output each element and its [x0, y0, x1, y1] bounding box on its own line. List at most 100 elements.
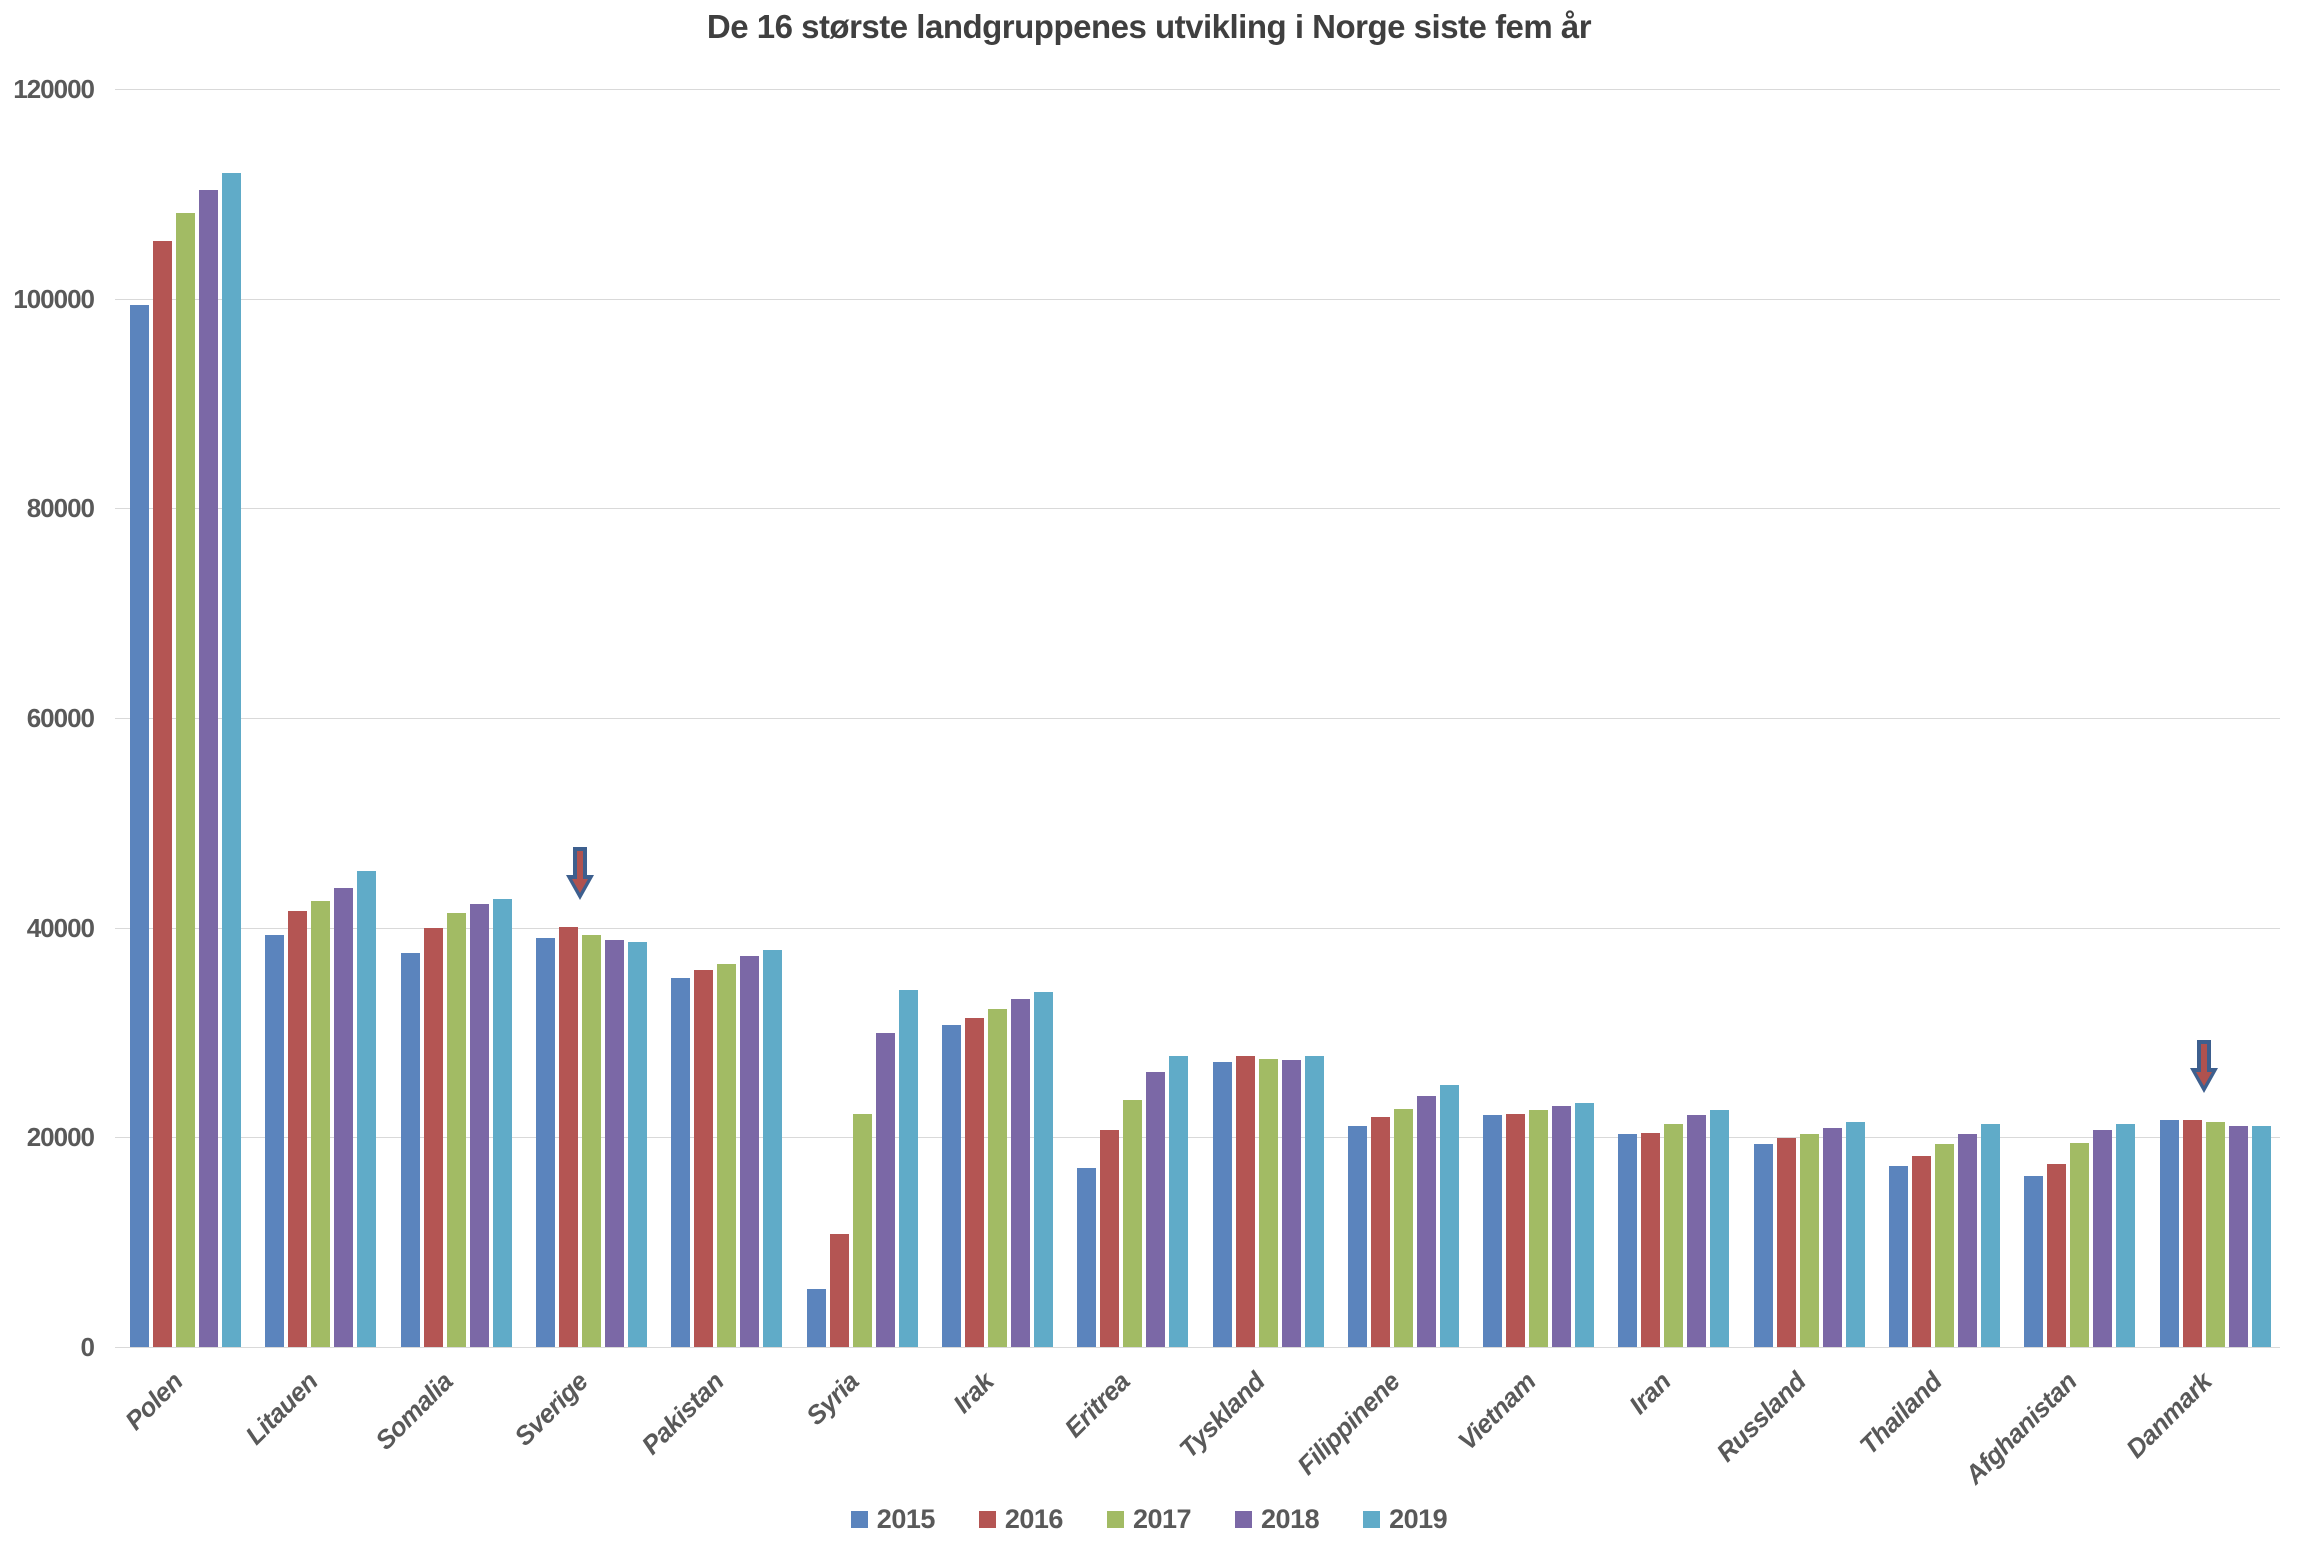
bar-group-sverige [521, 89, 656, 1347]
y-axis-tick-label: 120000 [13, 74, 95, 104]
bar-tyskland-2015 [1212, 1061, 1232, 1347]
legend: 2015 2016 2017 2018 2019 [0, 1506, 2298, 1533]
bar-group-afghanistan [2009, 89, 2144, 1347]
bar-vietnam-2017 [1529, 1110, 1549, 1347]
chart-title: De 16 største landgruppenes utvikling i … [706, 8, 1592, 45]
bar-thailand-2016 [1912, 1156, 1932, 1347]
bar-irak-2016 [964, 1017, 984, 1347]
bar-thailand-2018 [1958, 1134, 1978, 1347]
bar-afghanistan-2016 [2047, 1163, 2067, 1347]
plot-area [115, 89, 2280, 1348]
bar-iran-2016 [1641, 1133, 1661, 1347]
bar-sverige-2016 [558, 926, 578, 1347]
bar-filippinene-2018 [1416, 1096, 1436, 1347]
bar-sverige-2015 [535, 938, 555, 1347]
bar-group-polen [115, 89, 250, 1347]
bar-group-filippinene [1333, 89, 1468, 1347]
bar-thailand-2017 [1935, 1143, 1955, 1347]
bar-group-pakistan [656, 89, 791, 1347]
bar-eritrea-2015 [1077, 1167, 1097, 1347]
bar-vietnam-2016 [1506, 1114, 1526, 1347]
bar-group-thailand [1874, 89, 2009, 1347]
bar-vietnam-2019 [1575, 1102, 1595, 1347]
bar-syria-2017 [852, 1114, 872, 1347]
bar-irak-2017 [987, 1009, 1007, 1347]
legend-label: 2019 [1389, 1504, 1448, 1534]
bar-filippinene-2015 [1347, 1125, 1367, 1347]
bar-afghanistan-2017 [2070, 1142, 2090, 1347]
bar-danmark-2016 [2182, 1119, 2202, 1347]
bar-pakistan-2015 [671, 978, 691, 1347]
down-arrow-icon [2189, 1039, 2219, 1100]
bar-thailand-2015 [1889, 1165, 1909, 1347]
gridline [115, 927, 2280, 929]
bar-thailand-2019 [1981, 1123, 2001, 1347]
bar-afghanistan-2019 [2116, 1123, 2136, 1347]
bar-somalia-2017 [446, 913, 466, 1347]
down-arrow-icon [565, 846, 595, 907]
legend-item-2017: 2017 [1106, 1504, 1192, 1534]
bar-afghanistan-2015 [2024, 1176, 2044, 1347]
gridline [115, 1137, 2280, 1139]
bar-syria-2018 [875, 1032, 895, 1347]
bar-litauen-2018 [334, 887, 354, 1347]
bar-group-syria [792, 89, 927, 1347]
legend-item-2018: 2018 [1235, 1504, 1320, 1534]
bar-vietnam-2015 [1483, 1115, 1503, 1347]
bar-iran-2018 [1687, 1115, 1707, 1347]
bar-pakistan-2019 [763, 949, 783, 1347]
bar-somalia-2015 [400, 952, 420, 1347]
legend-swatch [1106, 1511, 1124, 1528]
bar-filippinene-2016 [1370, 1117, 1390, 1347]
bar-iran-2017 [1664, 1123, 1684, 1347]
legend-swatch [850, 1511, 868, 1528]
legend-item-2016: 2016 [978, 1506, 1063, 1533]
bar-polen-2019 [222, 172, 241, 1347]
bar-somalia-2019 [492, 899, 512, 1347]
gridline [115, 1347, 2280, 1348]
gridline [115, 508, 2280, 510]
bar-group-danmark [2145, 89, 2280, 1347]
bar-russland-2016 [1776, 1138, 1796, 1347]
y-axis-tick-label: 40000 [26, 912, 95, 943]
gridline [115, 298, 2280, 300]
bar-group-vietnam [1468, 89, 1603, 1347]
legend-item-2015: 2015 [850, 1506, 935, 1533]
bar-tyskland-2016 [1235, 1055, 1255, 1347]
bar-syria-2019 [898, 989, 918, 1347]
y-axis-tick-label: 80000 [26, 493, 95, 524]
bar-pakistan-2017 [717, 964, 737, 1347]
bar-afghanistan-2018 [2093, 1130, 2113, 1347]
bar-pakistan-2018 [740, 955, 760, 1347]
y-axis-tick-label: 0 [80, 1332, 95, 1362]
bar-danmark-2017 [2205, 1121, 2225, 1347]
bar-danmark-2015 [2159, 1119, 2179, 1347]
bar-tyskland-2018 [1281, 1059, 1301, 1347]
legend-item-2019: 2019 [1363, 1504, 1448, 1534]
bar-iran-2015 [1618, 1134, 1638, 1347]
bar-danmark-2019 [2251, 1125, 2271, 1347]
legend-swatch [1363, 1511, 1381, 1528]
legend-label: 2017 [1132, 1504, 1192, 1534]
bar-group-litauen [250, 89, 385, 1347]
bar-eritrea-2019 [1169, 1055, 1189, 1347]
bar-sverige-2017 [581, 935, 601, 1347]
bar-sverige-2018 [604, 940, 624, 1347]
bar-syria-2015 [806, 1289, 826, 1347]
bar-polen-2015 [130, 304, 149, 1347]
bar-group-iran [1603, 89, 1738, 1347]
bar-russland-2015 [1753, 1143, 1773, 1347]
bar-pakistan-2016 [694, 969, 714, 1347]
bar-russland-2019 [1845, 1121, 1865, 1347]
bar-group-irak [927, 89, 1062, 1347]
bar-vietnam-2018 [1552, 1105, 1572, 1347]
bar-somalia-2016 [423, 927, 443, 1347]
bar-polen-2017 [176, 212, 195, 1347]
y-axis-tick-label: 20000 [26, 1122, 95, 1153]
y-axis-tick-label: 60000 [26, 703, 95, 733]
bar-russland-2018 [1822, 1127, 1842, 1347]
legend-label: 2018 [1261, 1504, 1320, 1534]
bar-filippinene-2017 [1393, 1109, 1413, 1347]
gridline [115, 89, 2280, 90]
